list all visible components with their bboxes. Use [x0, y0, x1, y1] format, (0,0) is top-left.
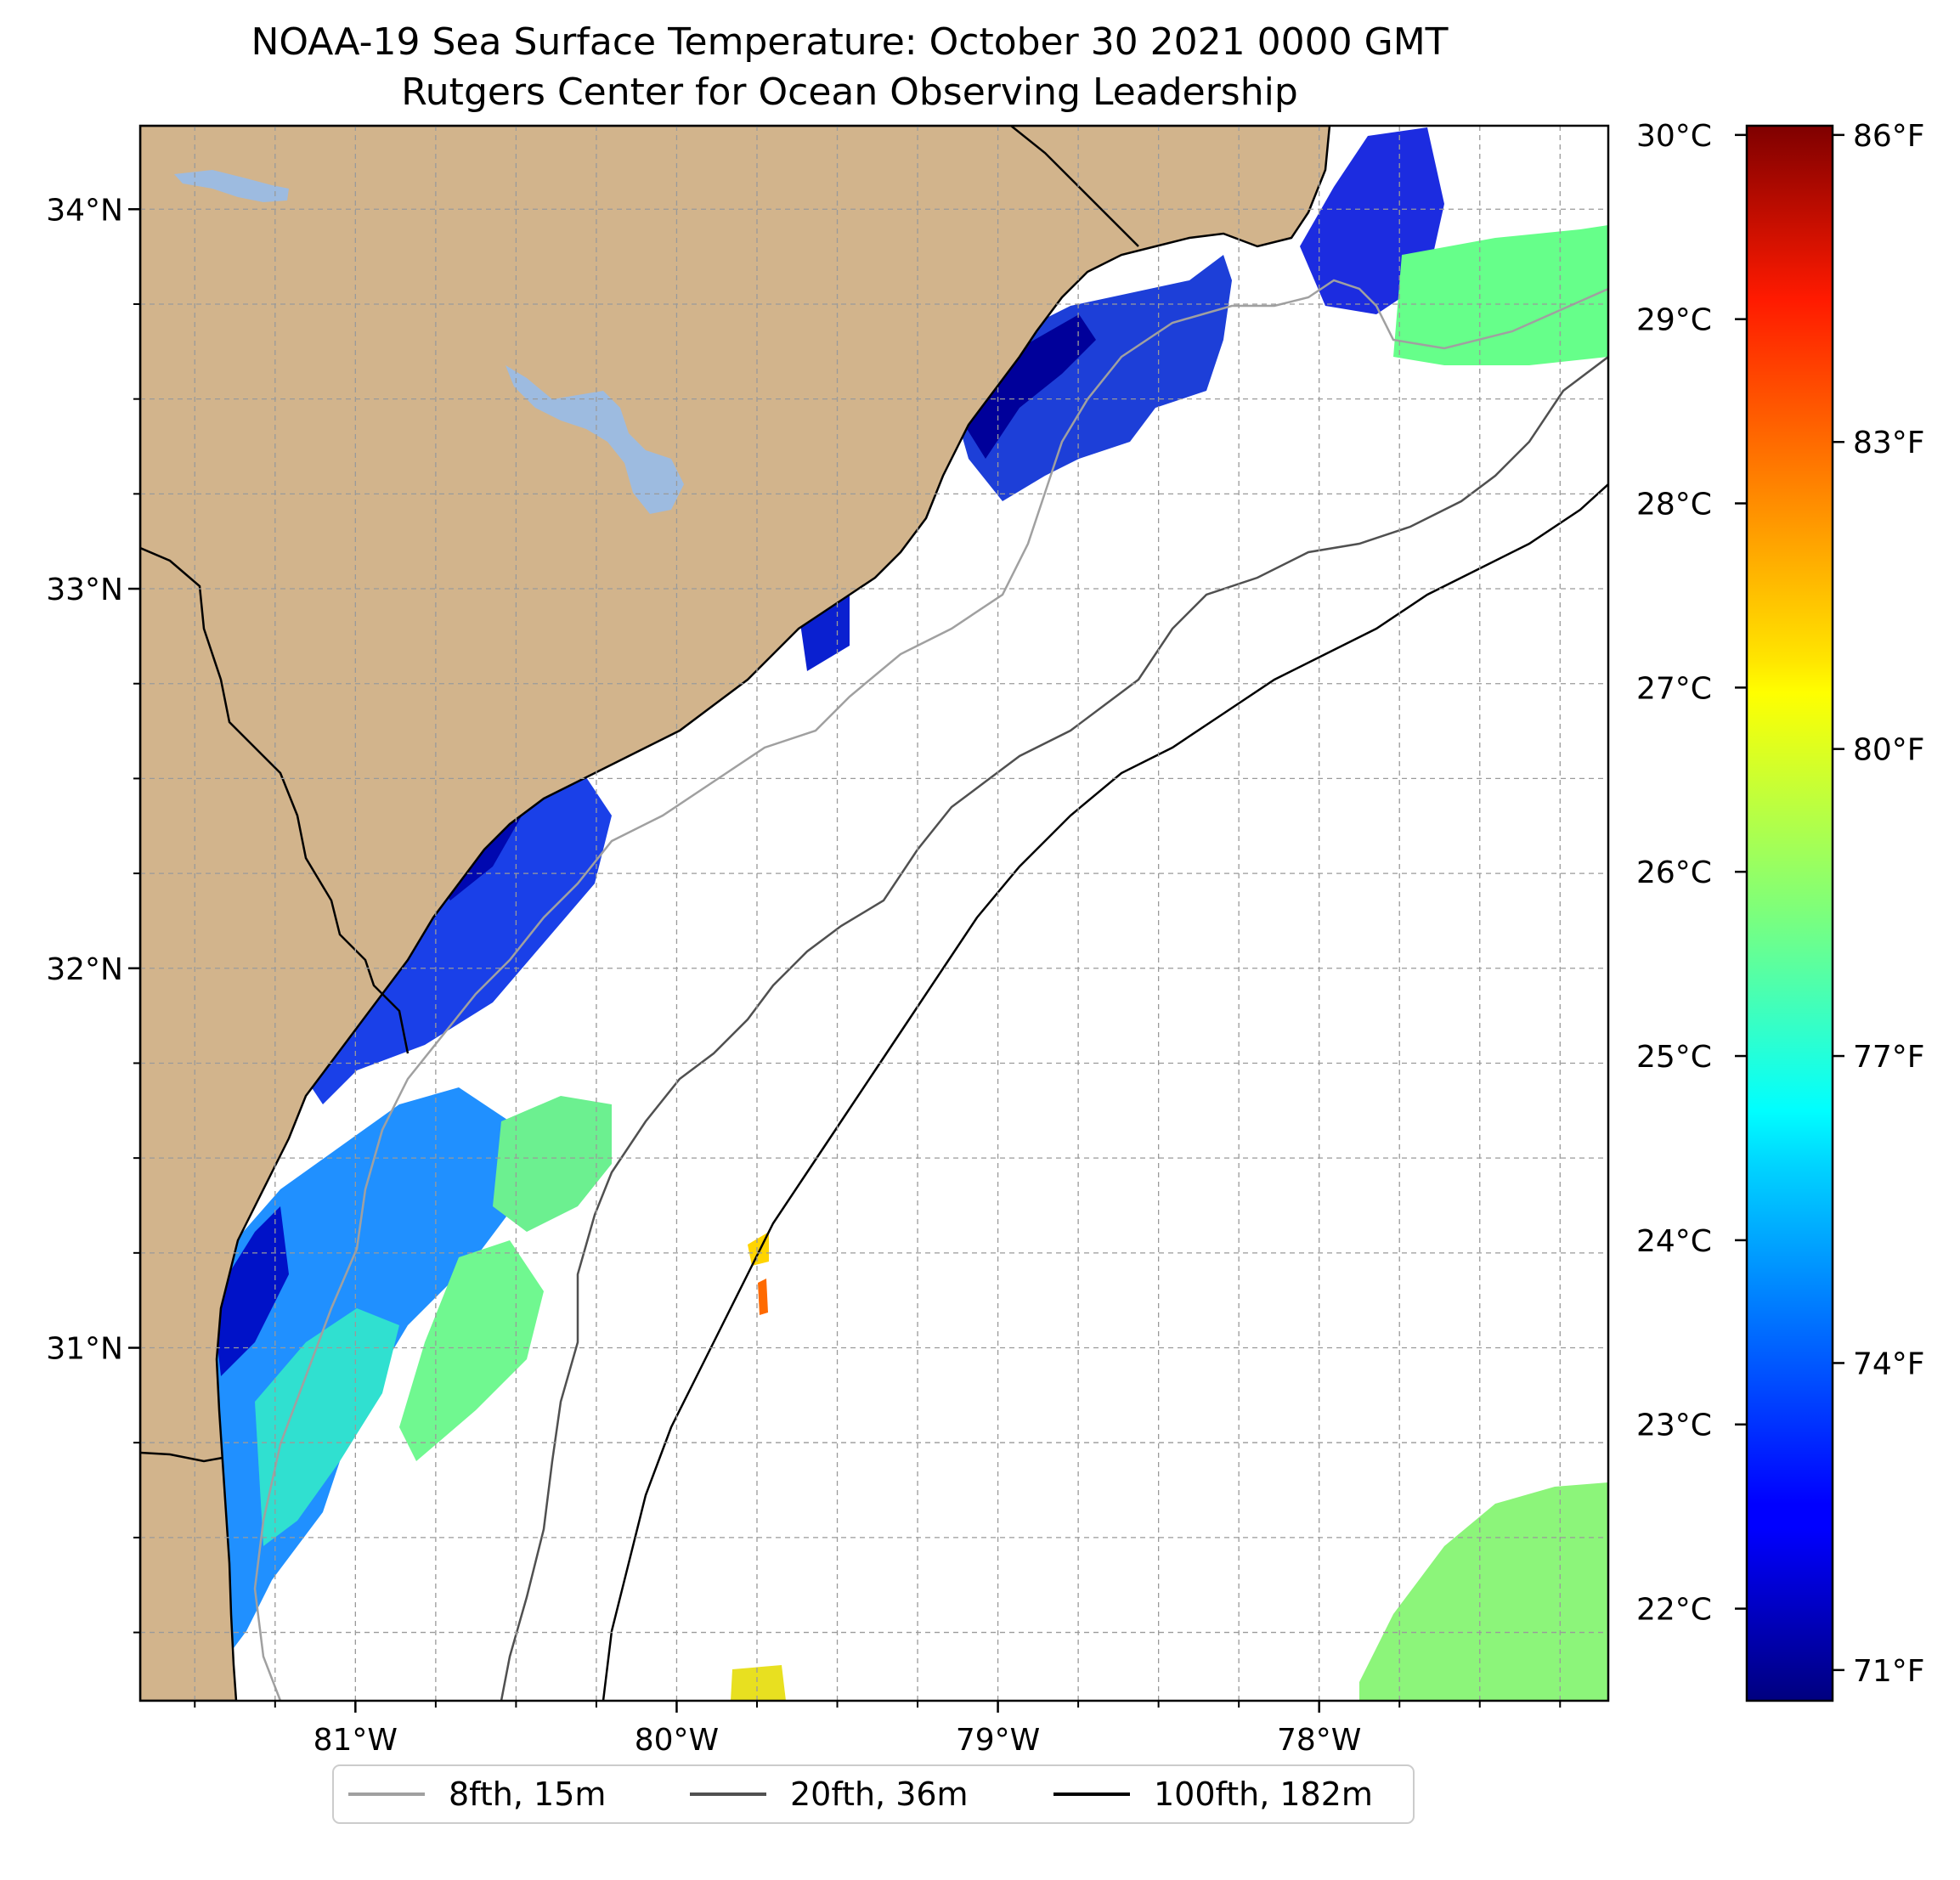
colorbar-celsius-label: 27°C — [1636, 671, 1712, 706]
colorbar-fahrenheit-label: 77°F — [1853, 1040, 1925, 1075]
map-frame — [138, 124, 1610, 1702]
colorbar-celsius-label: 28°C — [1636, 488, 1712, 522]
colorbar-fahrenheit-label: 71°F — [1853, 1654, 1925, 1689]
colorbar: 22°C 23°C 24°C 25°C 26°C 27°C 28°C 29°C 30°C 71°… — [1636, 119, 1925, 1702]
sst-patch-georgia-blue — [212, 1206, 289, 1376]
colorbar-celsius-label: 22°C — [1636, 1593, 1712, 1628]
colorbar-fahrenheit-ticks: 71°F 74°F 77°F 80°F 83°F 86°F — [1833, 119, 1925, 1689]
lon-tick-label: 81°W — [313, 1723, 398, 1758]
sst-patch-mid-green — [493, 1096, 612, 1232]
title-line-1: NOAA-19 Sea Surface Temperature: October… — [251, 20, 1448, 64]
lon-tick-label: 79°W — [956, 1723, 1040, 1758]
lake-marion — [506, 365, 684, 514]
sst-patch-charleston — [289, 765, 612, 1104]
lon-tick-label: 78°W — [1277, 1723, 1361, 1758]
colorbar-celsius-label: 25°C — [1636, 1040, 1712, 1075]
lat-tick-label: 34°N — [46, 193, 123, 228]
colorbar-celsius-label: 24°C — [1636, 1224, 1712, 1259]
colorbar-fahrenheit-label: 74°F — [1853, 1346, 1925, 1381]
colorbar-celsius-label: 30°C — [1636, 119, 1712, 154]
colorbar-fahrenheit-label: 80°F — [1853, 733, 1925, 768]
lat-tick-label: 31°N — [46, 1332, 123, 1367]
contour-100fth-182m — [602, 483, 1608, 1701]
lat-tick-label: 33°N — [46, 573, 123, 607]
sst-patch-warm-2 — [758, 1279, 768, 1315]
state-border-south — [140, 1451, 223, 1463]
legend: 8fth, 15m 20fth, 36m 100fth, 182m — [332, 1764, 1415, 1824]
map-panel: 81°W 80°W 79°W 78°W 34°N 33°N 32°N 31°N — [46, 124, 1610, 1758]
longitude-ticks: 81°W 80°W 79°W 78°W — [194, 1701, 1562, 1758]
colorbar-celsius-label: 23°C — [1636, 1409, 1712, 1443]
contour-20fth-36m — [500, 356, 1608, 1701]
colorbar-fahrenheit-label: 83°F — [1853, 426, 1925, 460]
state-border-north — [1010, 126, 1139, 247]
gridlines — [140, 126, 1608, 1701]
lat-tick-label: 32°N — [46, 952, 123, 987]
sst-patch-ne-green — [1393, 225, 1608, 365]
bathymetry-contours — [253, 279, 1608, 1701]
land-mass — [140, 126, 1331, 1701]
sst-patch-warm-3 — [731, 1665, 786, 1701]
lon-tick-label: 80°W — [635, 1723, 719, 1758]
colorbar-celsius-ticks: 22°C 23°C 24°C 25°C 26°C 27°C 28°C 29°C 30°C — [1636, 119, 1747, 1628]
state-border — [140, 546, 410, 1054]
legend-box — [332, 1764, 1415, 1824]
colorbar-gradient — [1745, 124, 1834, 1702]
colorbar-celsius-label: 29°C — [1636, 303, 1712, 338]
sst-patch-north-dark — [964, 314, 1096, 459]
title-line-2: Rutgers Center for Ocean Observing Leade… — [401, 71, 1298, 114]
colorbar-celsius-label: 26°C — [1636, 855, 1712, 890]
colorbar-fahrenheit-label: 86°F — [1853, 119, 1925, 154]
legend-label-20fth: 20fth, 36m — [790, 1776, 969, 1813]
latitude-ticks: 34°N 33°N 32°N 31°N — [46, 193, 140, 1634]
contour-8fth-15m — [253, 279, 1608, 1701]
sst-patch-georgia-cyan — [255, 1308, 399, 1546]
legend-label-100fth: 100fth, 182m — [1154, 1776, 1373, 1813]
sst-patch-north-bight — [952, 255, 1232, 501]
lake-northwest — [174, 170, 289, 202]
legend-label-8fth: 8fth, 15m — [449, 1776, 606, 1813]
